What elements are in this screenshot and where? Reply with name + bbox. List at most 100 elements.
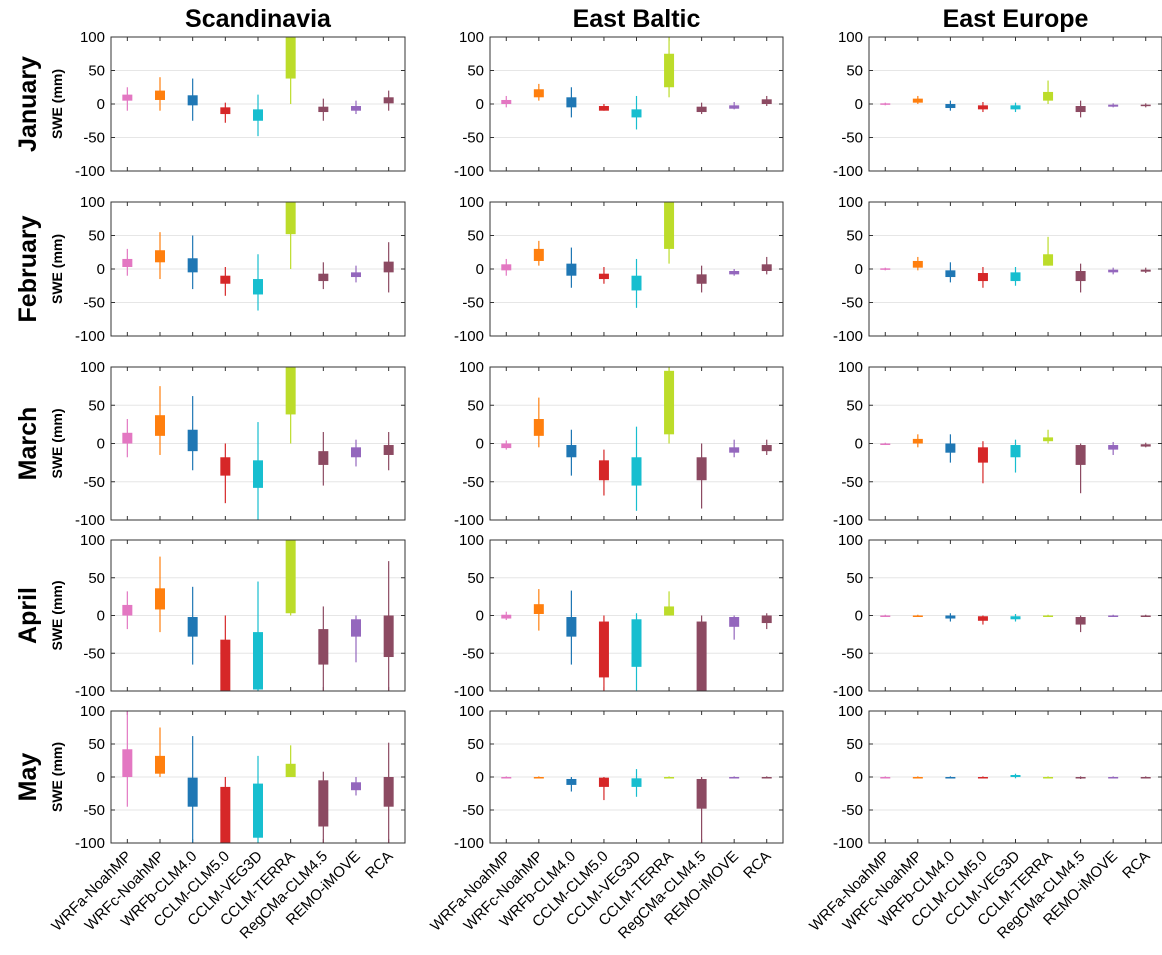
box-cclm-terra — [1043, 614, 1054, 617]
y-tick-label: 100 — [459, 703, 484, 720]
box — [631, 275, 642, 291]
box — [383, 261, 394, 273]
box — [155, 588, 165, 610]
box-remo-imove — [729, 101, 740, 110]
box — [729, 271, 740, 275]
box-regcma-clm4-5 — [696, 265, 707, 293]
box-wrfa-noahmp — [122, 248, 133, 276]
box — [1140, 269, 1151, 272]
box — [318, 273, 329, 282]
y-tick-label: -100 — [454, 835, 484, 852]
box — [501, 264, 512, 271]
box — [566, 263, 577, 276]
box-remo-imove — [729, 439, 740, 458]
box-cclm-clm5-0 — [220, 777, 231, 843]
box-wrfc-noahmp — [155, 556, 165, 633]
box — [533, 89, 544, 98]
box — [977, 616, 988, 621]
panel-march-scandinavia: 100 50 0 -50 -100 — [75, 359, 406, 529]
box-cclm-terra — [664, 202, 675, 264]
box — [1108, 104, 1119, 107]
box — [696, 457, 707, 481]
box-wrfa-noahmp — [122, 87, 133, 111]
box — [566, 617, 577, 637]
box-regcma-clm4-5 — [1075, 443, 1086, 494]
box — [533, 604, 544, 614]
box — [761, 777, 772, 779]
box — [1108, 777, 1119, 779]
box — [761, 264, 772, 272]
box-rca — [1140, 776, 1151, 779]
panel-frame — [110, 36, 406, 172]
box-regcma-clm4-5 — [1075, 263, 1086, 293]
box — [285, 540, 296, 614]
box-wrfa-noahmp — [880, 102, 891, 106]
box-rca — [1140, 267, 1151, 274]
y-tick-label: -100 — [833, 163, 863, 180]
box-wrfc-noahmp — [155, 386, 165, 455]
box-wrfc-noahmp — [912, 256, 923, 271]
box — [598, 777, 609, 787]
box — [945, 270, 956, 278]
panel-february-scandinavia: 100 50 0 -50 -100 — [75, 194, 406, 345]
box-wrfa-noahmp — [501, 258, 512, 276]
y-axis-label: SWE (mm) — [49, 742, 65, 812]
y-tick-label: -100 — [454, 328, 484, 345]
box — [533, 419, 544, 436]
box — [533, 777, 544, 779]
box — [598, 273, 609, 280]
box — [1108, 269, 1119, 273]
box-cclm-terra — [1043, 236, 1054, 266]
box-cclm-veg3d — [253, 422, 263, 520]
box-rca — [1140, 103, 1151, 108]
box-wrfb-clm4-0 — [187, 396, 198, 471]
box-wrfb-clm4-0 — [945, 613, 956, 622]
box-wrfa-noahmp — [501, 776, 512, 779]
panel-frame — [110, 201, 406, 337]
box — [1140, 444, 1151, 447]
box — [729, 447, 740, 453]
box — [631, 457, 642, 486]
box-wrfc-noahmp — [533, 240, 544, 266]
box-rca — [1140, 614, 1151, 617]
box-cclm-veg3d — [1010, 439, 1021, 473]
y-tick-label: 0 — [476, 769, 484, 786]
box — [912, 777, 923, 779]
box — [977, 273, 988, 282]
box — [696, 621, 707, 691]
panel-february-east-baltic: 100 50 0 -50 -100 — [454, 194, 784, 345]
box-wrfa-noahmp — [501, 611, 512, 621]
y-tick-label: 0 — [855, 436, 863, 453]
box-cclm-terra — [1043, 429, 1054, 444]
panel-frame — [110, 366, 406, 521]
y-tick-label: 50 — [88, 63, 105, 80]
y-tick-label: -50 — [83, 295, 105, 312]
y-tick-label: 0 — [855, 608, 863, 625]
panel-frame — [489, 539, 784, 692]
y-axis-label: SWE (mm) — [49, 69, 65, 139]
box-rca — [1140, 442, 1151, 448]
box — [351, 447, 361, 458]
box — [253, 109, 263, 121]
box-cclm-veg3d — [1010, 773, 1021, 779]
box — [501, 614, 512, 619]
panel-frame — [110, 710, 406, 844]
box — [664, 777, 675, 779]
box-regcma-clm4-5 — [696, 443, 707, 509]
y-tick-label: 100 — [80, 29, 105, 46]
box-wrfb-clm4-0 — [187, 235, 198, 290]
y-tick-label: -50 — [841, 802, 863, 819]
box — [912, 438, 923, 444]
panel-april-scandinavia: 100 50 0 -50 -100 — [75, 532, 406, 700]
panel-frame — [868, 366, 1162, 521]
box — [696, 106, 707, 113]
panel-april-east-europe: 100 50 0 -50 -100 — [833, 532, 1162, 700]
y-tick-label: 0 — [476, 96, 484, 113]
box-cclm-terra — [1043, 80, 1054, 104]
x-tick-label-rca: RCA — [362, 848, 396, 882]
box-cclm-terra — [664, 37, 675, 98]
y-tick-label: -50 — [841, 130, 863, 147]
box-cclm-clm5-0 — [977, 101, 988, 113]
y-tick-label: 50 — [467, 736, 484, 753]
box — [1140, 777, 1151, 779]
